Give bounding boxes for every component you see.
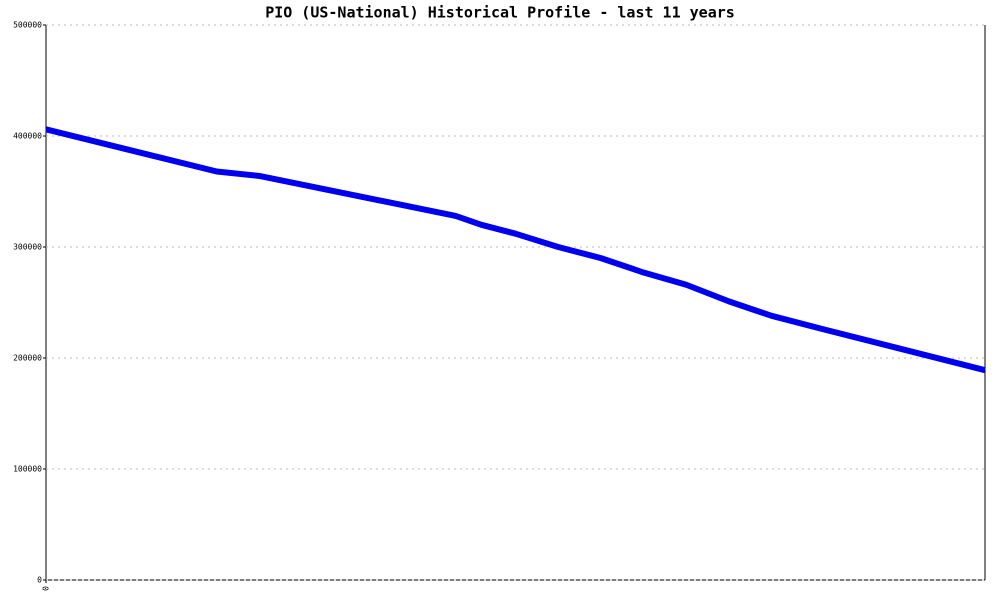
y-tick-label: 400000 xyxy=(13,132,42,141)
y-tick-label: 300000 xyxy=(13,243,42,252)
y-tick-label: 200000 xyxy=(13,354,42,363)
y-tick-label: 500000 xyxy=(13,21,42,30)
y-tick-label: 100000 xyxy=(13,465,42,474)
data-line xyxy=(45,126,986,374)
chart-title: PIO (US-National) Historical Profile - l… xyxy=(265,4,735,22)
x-tick-label: 0 xyxy=(42,586,51,591)
y-tick-label: 0 xyxy=(37,576,42,585)
